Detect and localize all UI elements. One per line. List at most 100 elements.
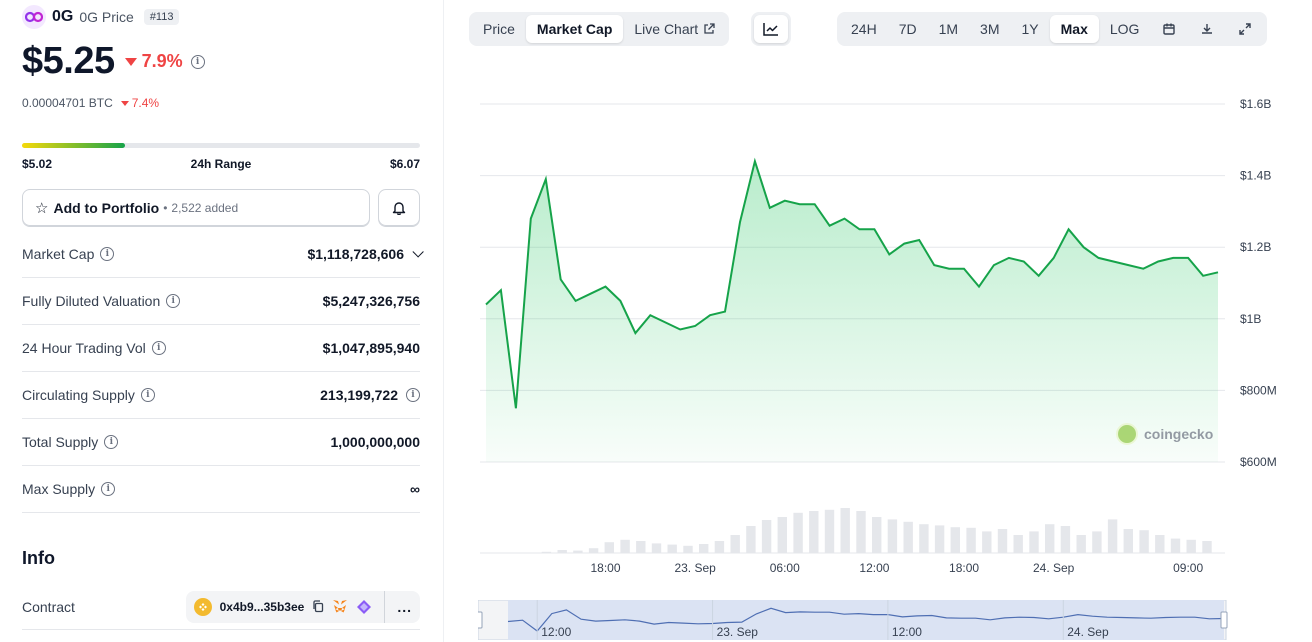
volume-bar	[651, 543, 662, 553]
y-tick-label: $1.2B	[1240, 240, 1271, 254]
btc-price-row: 0.00004701 BTC 7.4%	[22, 96, 159, 110]
btc-change: 7.4%	[120, 96, 159, 110]
info-icon[interactable]: i	[100, 247, 115, 261]
range-max[interactable]: Max	[1049, 15, 1099, 43]
volume-bar	[1045, 524, 1055, 553]
coingecko-watermark: coingecko	[1116, 423, 1213, 445]
navigator-tick-label: 24. Sep	[1067, 625, 1109, 639]
volume-bar	[604, 542, 614, 553]
price-alert-button[interactable]	[378, 189, 420, 226]
coin-logo-icon	[22, 5, 46, 29]
tab-price[interactable]: Price	[472, 15, 526, 43]
volume-bar	[1013, 535, 1023, 553]
copy-icon[interactable]	[312, 600, 324, 613]
bell-icon	[392, 202, 406, 215]
expand-button[interactable]	[1226, 15, 1264, 43]
volume-bar	[872, 517, 882, 553]
info-icon[interactable]: i	[101, 482, 116, 496]
calendar-button[interactable]	[1150, 15, 1188, 43]
volume-bar	[1092, 531, 1102, 553]
volume-bar	[982, 531, 992, 553]
volume-bar	[667, 544, 677, 553]
download-icon	[1202, 24, 1213, 34]
stat-label: Total Supply i	[22, 434, 119, 450]
stat-row[interactable]: Market Cap i $1,118,728,606	[22, 231, 424, 278]
range-high: $6.07	[389, 157, 420, 171]
stat-value: $1,118,728,606	[307, 246, 424, 262]
stat-label: Market Cap i	[22, 246, 115, 262]
navigator-handle-right[interactable]	[1220, 611, 1228, 629]
range-label: 24h Range	[190, 157, 252, 171]
coin-header: 0G 0G Price #113	[22, 5, 180, 29]
time-range-tabs: 24H 7D 1M 3M 1Y Max LOG	[837, 12, 1268, 46]
navigator-handle-left[interactable]	[478, 611, 483, 629]
divider	[384, 590, 386, 623]
chart-type-toggle[interactable]	[751, 12, 791, 46]
stat-value: ∞	[410, 481, 420, 497]
tab-label: 24H	[851, 21, 877, 37]
info-icon[interactable]: i	[104, 435, 119, 449]
bnb-chain-icon	[193, 597, 212, 616]
external-link-icon	[704, 23, 715, 34]
chevron-down-icon[interactable]	[412, 246, 424, 258]
price-change: 7.9%	[124, 51, 183, 72]
info-icon[interactable]: i	[140, 388, 155, 402]
range-bar-fill	[22, 143, 125, 148]
portfolio-label: Add to Portfolio	[53, 199, 160, 216]
navigator-tick-label: 23. Sep	[717, 625, 759, 639]
range-3m[interactable]: 3M	[969, 15, 1010, 43]
volume-bar	[950, 527, 960, 553]
range-labels: $5.02 24h Range $6.07	[22, 157, 420, 171]
volume-bar	[714, 541, 725, 553]
stat-value-text: 1,000,000,000	[330, 434, 420, 450]
download-button[interactable]	[1188, 15, 1226, 43]
stat-row: Circulating Supply i 213,199,722 i	[22, 372, 420, 419]
stat-row: 24 Hour Trading Vol i $1,047,895,940	[22, 325, 420, 372]
market-cap-chart: $1.6B $1.4B $1.2B $1B $800M $600M 18:00 23. Se…	[480, 97, 1277, 575]
chart-navigator[interactable]: 12:00 23. Sep 12:00 24. Sep	[478, 600, 1228, 640]
chart-area-fill	[486, 161, 1218, 463]
stat-label-text: Market Cap	[22, 246, 95, 262]
volume-bar	[809, 511, 819, 553]
wallet-icon[interactable]	[356, 599, 372, 615]
y-tick-label: $1.6B	[1240, 97, 1271, 111]
more-options-button[interactable]: ...	[397, 598, 412, 615]
tab-label: Live Chart	[634, 21, 699, 37]
info-icon[interactable]: i	[166, 294, 181, 308]
info-icon[interactable]: i	[190, 54, 205, 69]
volume-bar	[997, 529, 1008, 553]
info-icon[interactable]: i	[406, 388, 420, 402]
range-log[interactable]: LOG	[1099, 15, 1151, 43]
tab-label: Market Cap	[536, 21, 613, 37]
coingecko-logo-icon	[1116, 423, 1138, 445]
tab-market-cap[interactable]: Market Cap	[525, 15, 624, 43]
stat-value-text: $5,247,326,756	[322, 293, 420, 309]
tab-live-chart[interactable]: Live Chart	[623, 15, 726, 43]
volume-bar	[1186, 539, 1196, 553]
separator-dot: •	[163, 200, 168, 215]
volume-bar	[761, 520, 772, 553]
x-tick-label: 24. Sep	[1033, 561, 1075, 575]
stat-value-text: ∞	[410, 481, 420, 497]
volume-bar	[573, 550, 583, 553]
range-24h[interactable]: 24H	[840, 15, 888, 43]
range-1y[interactable]: 1Y	[1011, 15, 1050, 43]
add-to-portfolio-button[interactable]: ☆ Add to Portfolio • 2,522 added	[22, 189, 370, 226]
volume-bar	[824, 509, 835, 553]
info-icon[interactable]: i	[151, 341, 166, 355]
x-tick-label: 23. Sep	[674, 561, 716, 575]
y-tick-label: $1.4B	[1240, 169, 1271, 183]
stat-label: Fully Diluted Valuation i	[22, 293, 181, 309]
metamask-icon[interactable]	[332, 599, 348, 614]
volume-bar	[966, 527, 976, 553]
volume-bar	[777, 517, 787, 553]
range-1m[interactable]: 1M	[928, 15, 969, 43]
volume-bar	[746, 526, 756, 553]
volume-bar	[683, 545, 693, 553]
volume-bar	[541, 551, 552, 553]
tab-label: 1Y	[1021, 21, 1039, 37]
x-tick-label: 12:00	[859, 561, 889, 575]
stat-label-text: 24 Hour Trading Vol	[22, 340, 146, 356]
tab-label: Price	[483, 21, 515, 37]
range-7d[interactable]: 7D	[888, 15, 928, 43]
